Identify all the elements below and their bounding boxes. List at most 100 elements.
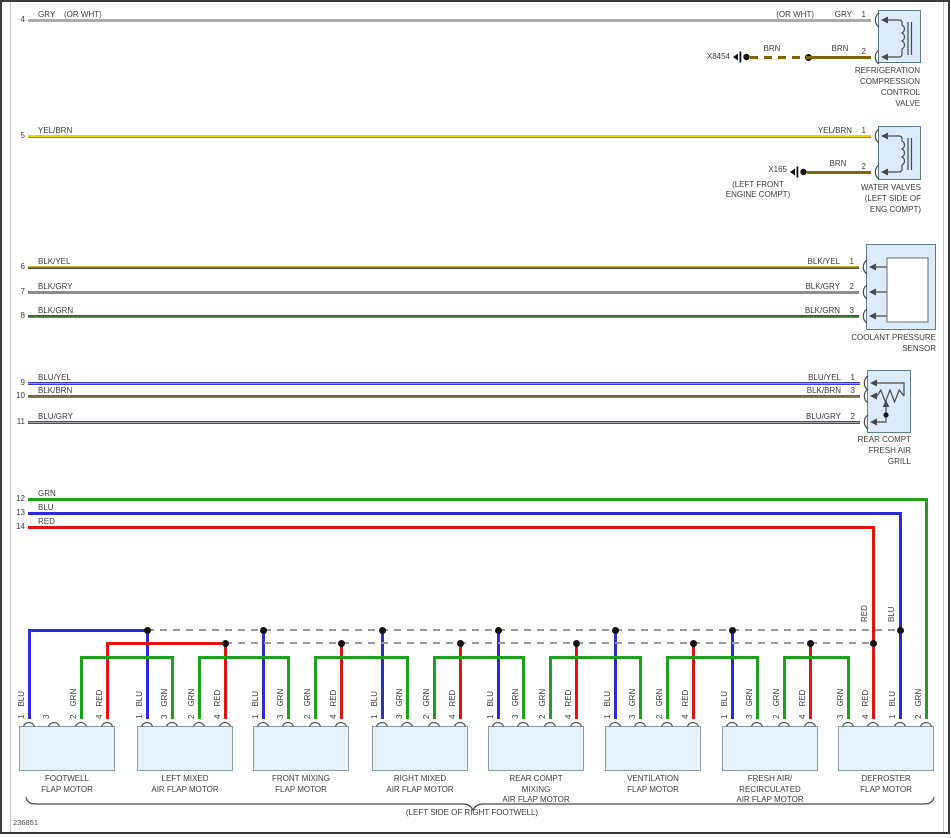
motor-label: LEFT MIXED (161, 774, 209, 783)
pin-label: 3 GRN (511, 688, 520, 719)
motor-wire-grn (522, 656, 525, 719)
motor-wire-grn (287, 656, 290, 719)
pin-socket-icon (100, 721, 114, 727)
wire-12-line (28, 498, 928, 501)
pin-socket-icon (841, 721, 855, 727)
pin-label: 1 BLU (17, 690, 26, 719)
motor-wire-grn (171, 656, 174, 719)
component-label: (LEFT SIDE OF (864, 194, 921, 203)
wire-7-right-label: BLK/GRY (805, 282, 840, 291)
motor-label: FLAP MOTOR (275, 784, 327, 794)
solenoid-coil-icon (881, 132, 913, 176)
motor-label: REAR COMPT (509, 774, 563, 783)
pin-socket-icon (725, 721, 739, 727)
sensor-block-icon (869, 257, 929, 323)
potentiometer-icon (870, 379, 905, 426)
wire-14-line (28, 526, 875, 529)
wire-9-line (28, 382, 860, 385)
wire-brn-label: BRN (763, 44, 781, 53)
motor-box-left-mixed-air-flap-motor (137, 726, 233, 771)
connector-label-x165: X165 (768, 165, 787, 174)
splice-dot (728, 626, 736, 634)
splice-dot (337, 639, 345, 647)
pin-label: 2 GRN (422, 688, 431, 719)
wire-11-line (28, 421, 860, 424)
component-label: SENSOR (902, 344, 936, 353)
pin-label: 4 RED (861, 689, 870, 719)
pin-socket-icon (453, 721, 467, 727)
wire-4-line (28, 19, 871, 22)
component-label: COOLANT PRESSURE (851, 333, 936, 342)
wire-13-line (28, 512, 902, 515)
pin-label: 4 RED (448, 689, 457, 719)
component-label: FRESH AIR (868, 446, 911, 455)
wire-4-number: 4 (20, 15, 25, 24)
motor-label: RIGHT MIXED (393, 774, 447, 783)
wire-4-right-note: (OR WHT) (776, 10, 814, 19)
pin-label: 3 GRN (160, 688, 169, 719)
component-label: COMPRESSION (859, 77, 920, 86)
wire-8-right-label: BLK/GRN (804, 306, 840, 315)
motor-wire-grn (756, 656, 759, 719)
left-margin-line (10, 2, 11, 832)
component-box-refrigeration-compression-control-valve (878, 10, 921, 63)
motor-box-fresh-air-recirculated-air-flap-motor (722, 726, 818, 771)
component-label: REAR COMPT (857, 435, 911, 444)
motor-wire-grn (433, 656, 436, 719)
wire-12-drop (925, 498, 928, 719)
motor-box-ventilation-flap-motor (605, 726, 701, 771)
motor-label: FLAP MOTOR (860, 784, 912, 794)
wire-10-right-label: BLK/BRN (806, 386, 841, 395)
component-label: ENG COMPT) (869, 205, 921, 214)
component-label: WATER VALVES (860, 183, 921, 192)
pin-socket-icon (874, 49, 880, 65)
motor-wire-grn (314, 656, 317, 719)
pin-socket-icon (334, 721, 348, 727)
pin-socket-icon (22, 721, 36, 727)
pin-socket-icon (874, 164, 880, 180)
wire-12-number: 12 (16, 494, 25, 503)
pin-label: 3 GRN (745, 688, 754, 719)
pin-label: 2 GRN (187, 688, 196, 719)
pin-socket-icon (863, 388, 869, 404)
motor-wire-grn (666, 656, 669, 719)
pin-label: 4 RED (213, 689, 222, 719)
motor-label: FRONT MIXING (271, 774, 331, 783)
wire-12-label: GRN (38, 489, 56, 498)
bus-red-dashed (225, 642, 873, 644)
motor-wire-red (575, 642, 578, 719)
link-green (313, 656, 409, 659)
pin-label: 1 BLU (135, 690, 144, 719)
wire-8-line (28, 315, 859, 318)
pin-socket-icon (750, 721, 764, 727)
pin-label: 4 RED (798, 689, 807, 719)
motor-wire-blu (731, 629, 734, 719)
pin-socket-icon (165, 721, 179, 727)
motor-label: AIR FLAP MOTOR (386, 784, 454, 794)
link-green (548, 656, 642, 659)
motor-box-right-mixed-air-flap-motor (372, 726, 468, 771)
pin-socket-icon (308, 721, 322, 727)
pin-label: 3 GRN (276, 688, 285, 719)
motor-wire-blu (497, 629, 500, 719)
wire-5-right-label: YEL/BRN (817, 126, 852, 135)
motor-box-footwell-flap-motor (19, 726, 115, 771)
pin-socket-icon (660, 721, 674, 727)
motor-wire-red (224, 642, 227, 719)
wire-13-number: 13 (16, 508, 25, 517)
splice-dot (611, 626, 619, 634)
pin-label: 2 GRN (538, 688, 547, 719)
pin-socket-icon (874, 128, 880, 144)
feed-label-blue: BLU (887, 606, 896, 622)
motor-label: FLAP MOTOR (627, 784, 679, 794)
right-margin-line (943, 2, 944, 832)
motor-wire-grn (549, 656, 552, 719)
wire-7-label: BLK/GRY (38, 282, 73, 291)
pin-socket-icon (427, 721, 441, 727)
pin-label: 4 RED (329, 689, 338, 719)
motor-wire-red (340, 642, 343, 719)
motor-label: MIXING (521, 784, 551, 794)
pin-number: 3 (850, 386, 855, 395)
pin-socket-icon (862, 284, 868, 300)
